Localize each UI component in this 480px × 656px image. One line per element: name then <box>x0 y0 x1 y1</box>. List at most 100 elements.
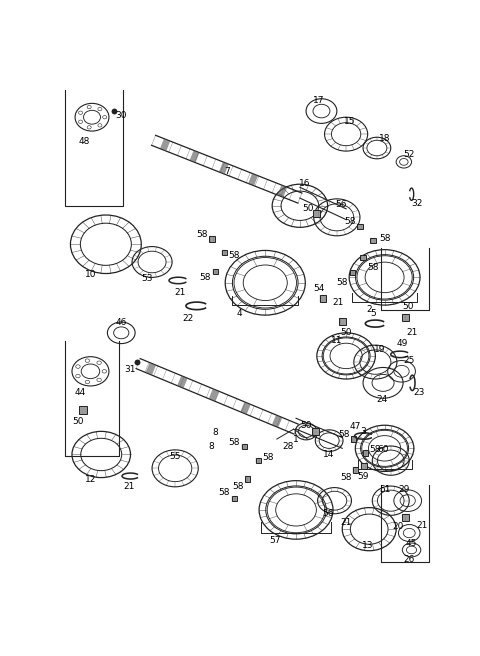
Text: 21: 21 <box>416 521 427 530</box>
Bar <box>371 237 376 243</box>
Text: 55: 55 <box>169 451 181 461</box>
Text: 58: 58 <box>379 234 390 243</box>
Polygon shape <box>209 389 219 401</box>
Bar <box>313 210 320 217</box>
Polygon shape <box>240 402 251 415</box>
Text: 22: 22 <box>182 314 194 323</box>
Polygon shape <box>248 173 258 186</box>
Text: 21: 21 <box>123 482 135 491</box>
Polygon shape <box>160 139 170 151</box>
Text: 53: 53 <box>142 274 153 283</box>
Bar <box>312 428 319 435</box>
Bar <box>209 236 215 241</box>
Text: 32: 32 <box>411 199 422 208</box>
Text: 56: 56 <box>336 199 347 209</box>
Text: 58: 58 <box>228 251 240 260</box>
Text: 28: 28 <box>283 442 294 451</box>
Text: 58: 58 <box>228 438 240 447</box>
Bar <box>363 450 368 456</box>
Text: 7: 7 <box>224 167 229 176</box>
Text: 60: 60 <box>377 445 389 455</box>
Bar <box>256 458 261 463</box>
Bar <box>232 496 237 501</box>
Polygon shape <box>145 363 156 375</box>
Text: 3: 3 <box>360 427 366 436</box>
Text: 23: 23 <box>414 388 425 398</box>
Bar <box>339 318 346 325</box>
Text: 56: 56 <box>322 509 334 518</box>
Text: 58: 58 <box>338 430 349 439</box>
Text: 1: 1 <box>293 434 299 443</box>
Polygon shape <box>177 376 188 388</box>
Polygon shape <box>219 162 229 174</box>
Text: 21: 21 <box>406 328 417 337</box>
Text: 16: 16 <box>299 179 310 188</box>
Bar <box>79 406 86 414</box>
Text: 14: 14 <box>323 450 334 459</box>
Text: 2: 2 <box>366 305 372 314</box>
Bar <box>360 255 366 260</box>
Text: 58: 58 <box>219 489 230 497</box>
Bar <box>402 514 409 521</box>
Text: 52: 52 <box>404 150 415 159</box>
Text: 21: 21 <box>174 288 185 297</box>
Text: 18: 18 <box>379 134 390 143</box>
Text: 54: 54 <box>313 283 325 293</box>
Bar <box>357 224 363 229</box>
Text: 49: 49 <box>396 339 408 348</box>
Text: 58: 58 <box>367 263 379 272</box>
Text: 58: 58 <box>196 230 208 239</box>
Bar <box>402 314 409 321</box>
Bar <box>320 295 326 302</box>
Text: 25: 25 <box>404 356 415 365</box>
Text: 24: 24 <box>376 394 387 403</box>
Text: 58: 58 <box>232 482 244 491</box>
Text: 50: 50 <box>340 328 352 337</box>
Text: 20: 20 <box>393 522 404 531</box>
Text: 46: 46 <box>116 318 127 327</box>
Text: 57: 57 <box>269 536 281 545</box>
Text: 58: 58 <box>262 453 273 462</box>
Bar <box>245 476 250 482</box>
Text: 19: 19 <box>374 345 386 354</box>
Text: 13: 13 <box>362 541 373 550</box>
Text: 17: 17 <box>313 96 325 105</box>
Text: 10: 10 <box>84 270 96 279</box>
Bar <box>242 444 247 449</box>
Text: 50: 50 <box>302 203 313 213</box>
Text: 4: 4 <box>237 309 243 318</box>
Polygon shape <box>272 415 282 428</box>
Text: 31: 31 <box>125 365 136 375</box>
Bar <box>361 463 367 469</box>
Text: 21: 21 <box>333 298 344 306</box>
Text: 8: 8 <box>208 442 214 451</box>
Text: 8: 8 <box>212 428 218 438</box>
Text: 58: 58 <box>344 216 356 226</box>
Bar <box>222 250 227 255</box>
Text: 11: 11 <box>331 336 343 345</box>
Text: 59: 59 <box>357 472 369 481</box>
Text: 26: 26 <box>404 556 415 564</box>
Text: 50: 50 <box>402 302 413 311</box>
Text: 21: 21 <box>340 518 352 527</box>
Text: 5: 5 <box>370 309 376 318</box>
Text: 50: 50 <box>72 417 84 426</box>
Polygon shape <box>190 150 200 163</box>
Text: 30: 30 <box>116 111 127 120</box>
Text: 58: 58 <box>200 273 211 282</box>
Text: 48: 48 <box>79 137 90 146</box>
Text: 58: 58 <box>370 445 381 455</box>
Bar <box>213 268 218 274</box>
Text: 58: 58 <box>336 278 348 287</box>
Polygon shape <box>277 185 287 197</box>
Bar <box>353 467 358 472</box>
Text: 45: 45 <box>406 539 417 548</box>
Bar <box>351 436 357 441</box>
Text: 15: 15 <box>344 117 356 125</box>
Bar <box>349 270 355 276</box>
Text: 29: 29 <box>398 485 409 495</box>
Text: 12: 12 <box>85 475 96 483</box>
Text: 58: 58 <box>340 473 352 482</box>
Text: 44: 44 <box>75 388 86 398</box>
Text: 47: 47 <box>349 422 361 431</box>
